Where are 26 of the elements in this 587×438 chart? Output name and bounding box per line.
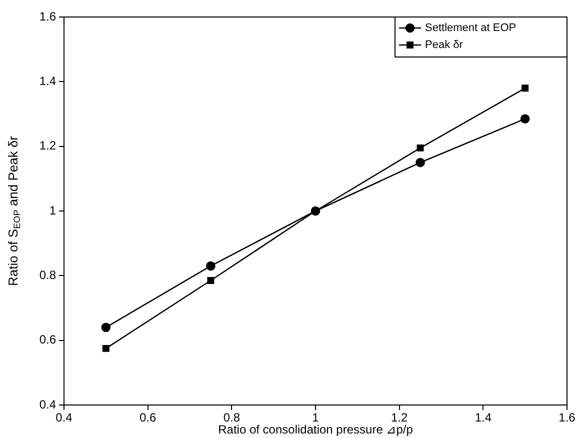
x-tick-label: 0.6: [139, 410, 156, 425]
x-tick-label: 1: [312, 410, 320, 425]
y-axis-title: Ratio of SEOP and Peak δr: [6, 135, 22, 286]
point: [520, 114, 530, 124]
x-axis-title: Ratio of consolidation pressure ⊿p/p: [218, 422, 414, 436]
x-tick-label: 0.4: [56, 410, 73, 425]
point: [522, 84, 529, 92]
y-tick-label: 1.4: [39, 74, 56, 88]
point: [102, 344, 110, 352]
y-tick-label: 1.2: [39, 138, 56, 153]
x-tick-label: 1.4: [474, 410, 492, 425]
point: [207, 277, 214, 284]
x-tick-label: 1.6: [558, 410, 576, 425]
y-tick-label: 1.6: [39, 9, 56, 24]
y-tick-label: 0.6: [39, 332, 56, 347]
x-tick-label: 1.2: [390, 410, 408, 425]
x-tick-label: 0.8: [223, 410, 240, 425]
point: [416, 144, 424, 152]
point: [101, 322, 111, 332]
y-tick-label: 0.4: [39, 397, 56, 412]
point: [206, 261, 216, 271]
legend-label: Peak δr: [425, 39, 464, 52]
legend-label: Settlement at EOP: [425, 22, 516, 34]
point: [416, 158, 425, 168]
y-tick-label: 0.8: [39, 268, 56, 282]
y-tick-label: 1: [49, 203, 56, 218]
